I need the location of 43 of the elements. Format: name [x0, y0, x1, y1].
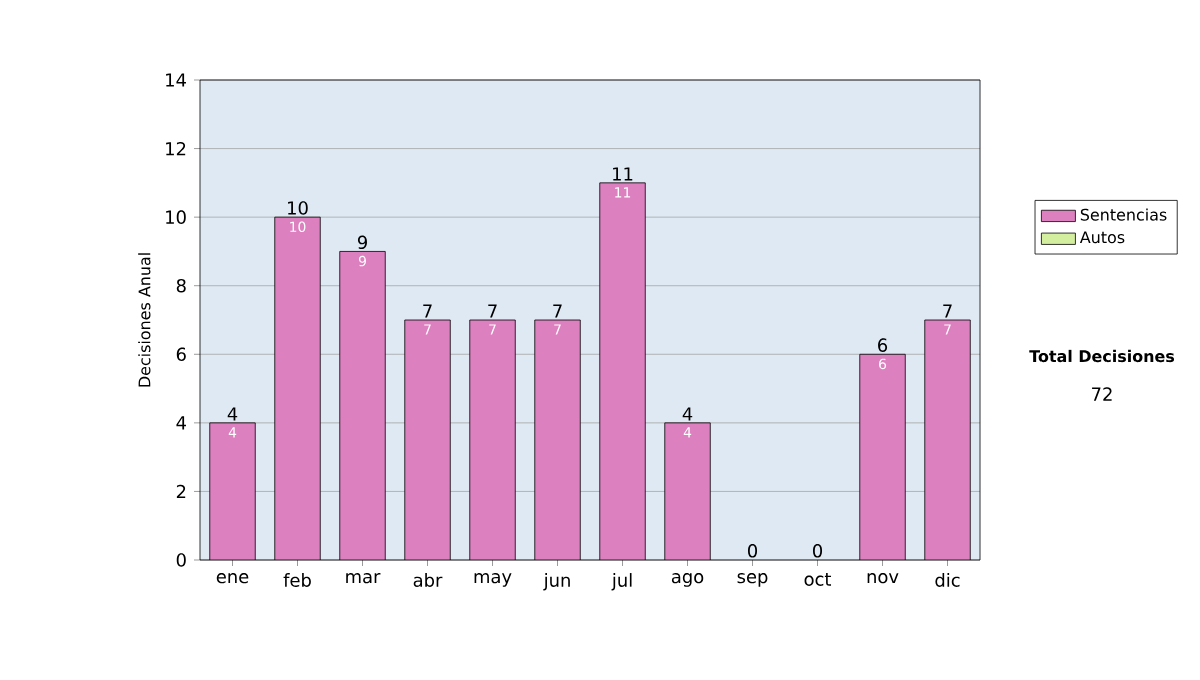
total-label: 9	[357, 235, 367, 250]
bar	[924, 319, 971, 560]
total-label: 10	[288, 201, 308, 215]
bar	[274, 217, 321, 560]
x-tick-label: nov	[867, 573, 899, 584]
bar	[469, 320, 516, 560]
text: 72	[1092, 387, 1112, 401]
y-tick-label: 12	[166, 141, 186, 156]
x-tick-label: oct	[804, 573, 832, 586]
bar	[339, 251, 386, 560]
bar	[209, 422, 256, 560]
x-tick-label: feb	[283, 573, 311, 587]
y-tick-label: 8	[176, 278, 186, 293]
x-tick-label: mar	[346, 573, 381, 584]
total-label: 7	[553, 304, 562, 318]
y-tick-label: 2	[176, 484, 186, 499]
y-tick-label: 14	[166, 73, 186, 87]
total-label: 7	[943, 304, 952, 318]
total-label: 11	[613, 167, 633, 181]
total-label: 7	[423, 304, 432, 318]
bar	[664, 422, 711, 560]
bar	[599, 182, 646, 560]
x-tick-label: ago	[671, 573, 704, 587]
total-label: 6	[878, 338, 888, 352]
y-tick-label: 6	[176, 347, 186, 362]
y-tick-label: 0	[176, 553, 186, 567]
bar	[404, 320, 451, 560]
total-label: 0	[813, 544, 823, 558]
y-tick-label: 10	[166, 210, 186, 224]
x-tick-label: jul	[611, 573, 632, 591]
x-tick-label: jun	[543, 573, 570, 591]
x-tick-label: sep	[737, 573, 768, 587]
x-tick-label: dic	[935, 573, 960, 587]
bar	[859, 353, 906, 560]
bar	[534, 320, 581, 560]
x-tick-label: may	[474, 573, 512, 587]
total-label: 7	[488, 304, 497, 318]
total-label: 0	[748, 544, 758, 558]
x-tick-label: abr	[413, 573, 443, 587]
total-label: 4	[682, 407, 693, 421]
total-label: 4	[227, 407, 238, 421]
x-tick-label: ene	[216, 573, 249, 584]
y-tick-label: 4	[176, 416, 186, 430]
